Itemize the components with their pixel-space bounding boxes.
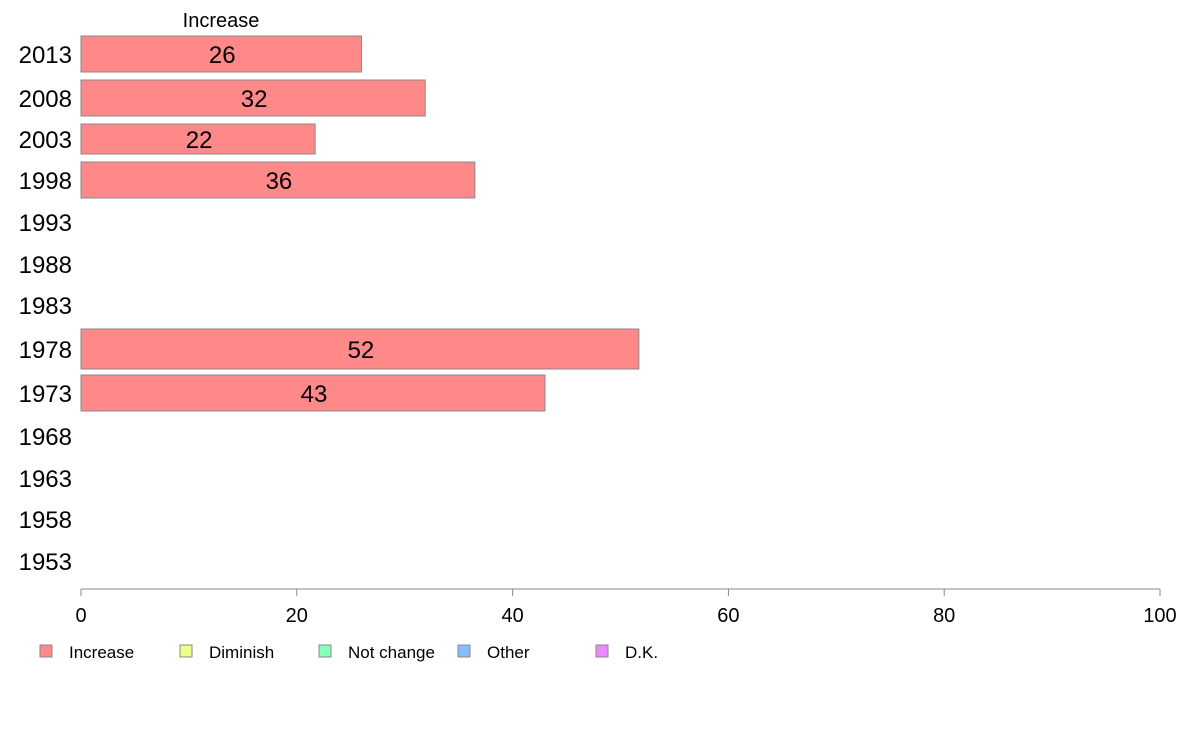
bar-value-label: 52 [348, 337, 375, 364]
y-tick-label: 1963 [19, 466, 72, 493]
bar-value-label: 32 [241, 86, 268, 113]
y-tick-label: 1958 [19, 507, 72, 534]
bar [80, 328, 640, 370]
y-tick-label: 1983 [19, 293, 72, 320]
bar [80, 79, 426, 117]
legend-swatch [457, 644, 471, 658]
bar [80, 374, 546, 412]
y-tick-label: 1978 [19, 337, 72, 364]
y-tick-label: 1953 [19, 549, 72, 576]
bar [80, 161, 476, 199]
legend-swatch [595, 644, 609, 658]
x-axis: 0 20 40 60 80 100 [75, 588, 1177, 627]
bar-value-label: 36 [266, 168, 293, 195]
bar-value-label: 22 [186, 127, 213, 154]
y-tick-label: 2008 [19, 86, 72, 113]
bar [80, 123, 316, 155]
bar [80, 35, 363, 73]
x-tick-label: 20 [286, 605, 308, 627]
legend-label: D.K. [625, 643, 658, 662]
x-tick-label: 40 [501, 605, 523, 627]
x-tick-label: 80 [933, 605, 955, 627]
legend-label: Increase [69, 643, 134, 662]
legend-label: Diminish [209, 643, 274, 662]
x-tick-label: 0 [75, 605, 86, 627]
x-tick-label: 60 [717, 605, 739, 627]
legend-swatch [318, 644, 332, 658]
y-axis-labels: Increase 2013 2008 2003 1998 1993 1988 1983 1978… [19, 10, 260, 576]
legend-swatch [179, 644, 193, 658]
y-tick-label: 1973 [19, 381, 72, 408]
y-tick-label: 2003 [19, 127, 72, 154]
y-tick-label: 1993 [19, 210, 72, 237]
legend-swatch [39, 644, 53, 658]
series-title: Increase [183, 10, 260, 32]
x-tick-label: 100 [1143, 605, 1176, 627]
legend: Increase Diminish Not change Other D.K. [39, 643, 658, 662]
y-tick-label: 2013 [19, 42, 72, 69]
legend-label: Not change [348, 643, 435, 662]
legend-label: Other [487, 643, 530, 662]
y-tick-label: 1968 [19, 424, 72, 451]
y-tick-label: 1998 [19, 168, 72, 195]
bar-value-label: 26 [209, 42, 236, 69]
y-tick-label: 1988 [19, 252, 72, 279]
bar-value-label: 43 [301, 381, 328, 408]
